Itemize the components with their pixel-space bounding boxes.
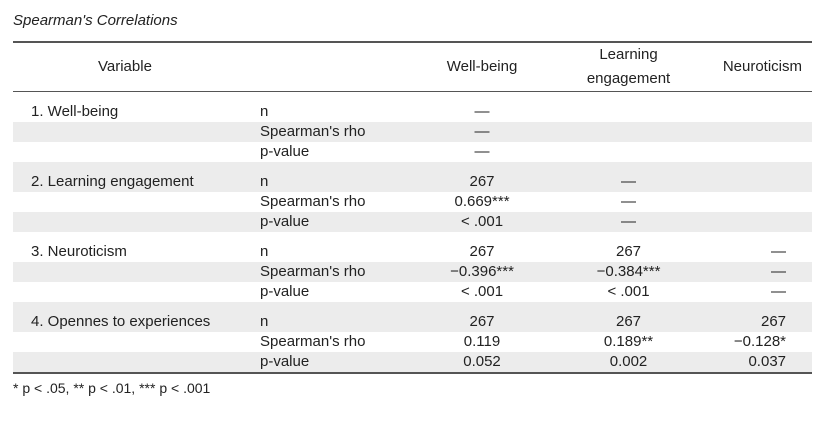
stat-label: Spearman's rho	[260, 262, 396, 282]
cell-well-being: —	[395, 122, 526, 142]
header-neuroticism: Neuroticism	[692, 41, 813, 92]
spacer-row	[13, 92, 812, 103]
table-row: 1. Well-being n —	[13, 102, 812, 122]
cell-learning-engagement: —	[525, 172, 693, 192]
cell-neuroticism	[692, 102, 812, 122]
cell-neuroticism: —	[692, 262, 813, 282]
cell-learning-engagement: −0.384***	[525, 262, 693, 282]
cell-well-being: 0.052	[395, 352, 526, 374]
cell-learning-engagement	[525, 122, 693, 142]
header-well-being: Well-being	[395, 41, 526, 92]
cell-learning-engagement: 0.189**	[603, 333, 654, 350]
header-variable: Variable	[13, 41, 396, 92]
stat-label: Spearman's rho	[260, 122, 396, 142]
cell-learning-engagement: —	[621, 193, 637, 210]
cell-learning-engagement: —	[525, 212, 693, 232]
cell-well-being: < .001	[395, 212, 526, 232]
stat-label: p-value	[260, 212, 396, 232]
cell-well-being: —	[474, 143, 490, 160]
table-row: p-value < .001 < .001 —	[13, 282, 812, 302]
table-row: Spearman's rho —	[13, 122, 813, 142]
cell-neuroticism	[692, 192, 812, 212]
stat-label: p-value	[260, 143, 310, 160]
cell-neuroticism	[692, 212, 813, 232]
cell-neuroticism: −0.128*	[733, 333, 787, 350]
cell-well-being: −0.396***	[395, 262, 526, 282]
cell-neuroticism: 267	[692, 312, 813, 332]
table-title: Spearman's Correlations	[13, 12, 178, 29]
table-row: Spearman's rho 0.119 0.189** −0.128*	[13, 332, 812, 352]
cell-well-being: 0.119	[463, 333, 501, 350]
table-row: 2. Learning engagement n 267 —	[13, 172, 813, 192]
table-row: p-value 0.052 0.002 0.037	[13, 352, 813, 374]
stat-label: Spearman's rho	[260, 333, 366, 350]
spacer-row	[13, 302, 813, 312]
cell-neuroticism	[692, 172, 813, 192]
cell-learning-engagement	[525, 102, 692, 122]
table-footnote: * p < .05, ** p < .01, *** p < .001	[13, 380, 211, 396]
cell-well-being: 267	[395, 312, 526, 332]
cell-learning-engagement: 0.002	[525, 352, 693, 374]
stat-label: n	[260, 172, 396, 192]
cell-learning-engagement: < .001	[607, 283, 650, 300]
table-row: 3. Neuroticism n 267 267 —	[13, 242, 812, 262]
correlation-table: Variable Well-being Learning engagement …	[13, 41, 813, 374]
cell-neuroticism	[692, 122, 813, 142]
table-row: Spearman's rho 0.669*** —	[13, 192, 812, 212]
cell-neuroticism: —	[771, 243, 787, 260]
stat-label: Spearman's rho	[260, 193, 366, 210]
cell-well-being: —	[474, 103, 490, 120]
variable-label: 2. Learning engagement	[13, 172, 260, 192]
stat-label: n	[260, 103, 269, 120]
cell-well-being: < .001	[460, 283, 504, 300]
cell-well-being: 267	[469, 243, 495, 260]
cell-well-being: 267	[395, 172, 526, 192]
stat-label: n	[260, 243, 269, 260]
table-row: 4. Opennes to experiences n 267 267 267	[13, 312, 813, 332]
table-row: p-value < .001 —	[13, 212, 813, 232]
cell-learning-engagement: 267	[525, 312, 693, 332]
spacer-row	[13, 232, 812, 242]
table-row: p-value —	[13, 142, 812, 162]
variable-label: 1. Well-being	[31, 103, 119, 120]
stat-label: p-value	[260, 352, 396, 374]
spacer-row	[13, 162, 813, 172]
header-row: Variable Well-being Learning engagement …	[13, 41, 813, 92]
table-row: Spearman's rho −0.396*** −0.384*** —	[13, 262, 813, 282]
stat-label: n	[260, 312, 396, 332]
header-learning-engagement: Learning engagement	[525, 41, 693, 92]
cell-neuroticism: —	[771, 283, 787, 300]
cell-learning-engagement: 267	[616, 243, 642, 260]
variable-label: 3. Neuroticism	[31, 243, 127, 260]
cell-learning-engagement	[525, 142, 692, 162]
stat-label: p-value	[260, 283, 310, 300]
cell-well-being: 0.669***	[454, 193, 510, 210]
variable-label: 4. Opennes to experiences	[13, 312, 260, 332]
cell-neuroticism	[692, 142, 812, 162]
cell-neuroticism: 0.037	[692, 352, 813, 374]
correlation-table-container: Spearman's Correlations Variable Well-be…	[13, 10, 813, 398]
